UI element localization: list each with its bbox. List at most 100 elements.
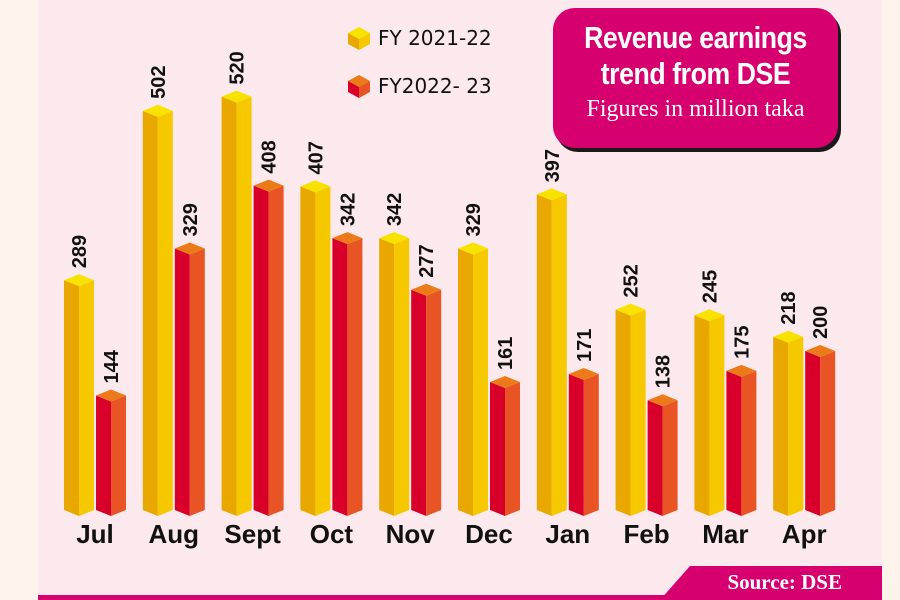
x-tick-label: Aug <box>149 519 200 549</box>
legend-item-fy2021-22: FY 2021-22 <box>346 14 492 62</box>
bar-1-aug-right-face <box>189 248 205 516</box>
bar-1-oct-right-face <box>347 238 363 517</box>
data-label: 407 <box>305 141 327 174</box>
bar-1-apr-left-face <box>805 351 821 516</box>
bar-0-sept-top-face <box>221 90 252 103</box>
data-label: 397 <box>542 149 564 182</box>
source-tab: Source: DSE <box>660 566 882 600</box>
bar-1-oct-top-face <box>332 232 363 245</box>
data-label: 252 <box>621 264 643 297</box>
bar-0-aug-right-face <box>157 110 173 516</box>
bar-0-apr-left-face <box>773 336 789 516</box>
x-tick-label: Feb <box>623 519 669 549</box>
bar-1-jul-left-face <box>96 395 111 516</box>
data-label: 329 <box>463 203 485 236</box>
bar-1-nov-top-face <box>411 283 442 296</box>
data-label: 175 <box>731 326 753 359</box>
bar-1-dec-left-face <box>490 382 505 516</box>
bar-1-apr-right-face <box>820 351 836 516</box>
footer-band <box>38 595 882 600</box>
x-tick-label: Jan <box>545 519 590 549</box>
bar-0-aug-left-face <box>142 110 158 516</box>
bar-0-sept-left-face <box>221 96 237 516</box>
bar-1-feb-right-face <box>662 400 678 516</box>
bar-1-apr-top-face <box>805 345 836 357</box>
bar-0-oct-top-face <box>300 180 331 193</box>
bar-0-oct-right-face <box>315 186 331 516</box>
bar-0-nov-top-face <box>379 232 410 245</box>
data-label: 408 <box>259 140 281 173</box>
bar-1-aug-top-face <box>174 242 205 255</box>
x-tick-label: Oct <box>310 519 354 549</box>
bar-0-feb-right-face <box>630 309 646 516</box>
bar-1-dec-top-face <box>490 376 520 389</box>
bar-1-jan-top-face <box>568 368 599 381</box>
bar-0-jul-left-face <box>64 280 79 516</box>
bar-0-feb-top-face <box>615 303 646 316</box>
bar-1-sept-right-face <box>268 185 284 516</box>
legend-label: FY2022- 23 <box>378 74 492 98</box>
data-label: 520 <box>227 51 249 84</box>
data-label: 161 <box>495 337 517 370</box>
x-tick-label: Mar <box>702 519 748 549</box>
bar-1-jan-left-face <box>568 374 584 516</box>
bar-1-aug-left-face <box>174 248 190 516</box>
data-label: 277 <box>416 244 438 277</box>
bar-1-mar-top-face <box>726 364 757 377</box>
bar-1-feb-top-face <box>647 394 678 407</box>
legend-cube-icon-yellow <box>348 27 370 50</box>
data-label: 342 <box>337 193 359 226</box>
bar-1-sept-left-face <box>253 185 269 516</box>
bar-1-nov-left-face <box>411 289 427 516</box>
bar-0-mar-right-face <box>709 315 725 516</box>
legend-label: FY 2021-22 <box>378 26 492 50</box>
bar-1-feb-left-face <box>647 400 663 516</box>
bar-1-jul-right-face <box>111 395 126 516</box>
bar-0-nov-left-face <box>379 238 395 517</box>
data-label: 289 <box>69 235 91 268</box>
data-label: 144 <box>101 349 123 383</box>
x-tick-label: Jul <box>76 519 114 549</box>
bar-0-jan-top-face <box>536 188 567 201</box>
bar-1-sept-top-face <box>253 179 284 192</box>
bar-0-apr-right-face <box>788 336 804 516</box>
data-label: 329 <box>180 203 202 236</box>
data-label: 138 <box>653 355 675 388</box>
legend: FY 2021-22 FY2022- 23 <box>346 14 492 110</box>
bar-1-dec-right-face <box>505 382 520 516</box>
bar-0-mar-top-face <box>694 309 725 322</box>
bar-0-sept-right-face <box>236 96 252 516</box>
legend-cube-icon-red <box>348 75 370 98</box>
bar-1-mar-left-face <box>726 370 742 516</box>
bar-0-dec-right-face <box>473 248 488 516</box>
bar-1-jan-right-face <box>583 374 599 516</box>
bar-0-jul-top-face <box>64 274 94 287</box>
data-label: 502 <box>148 66 170 99</box>
data-label: 171 <box>574 329 596 362</box>
bar-0-apr-top-face <box>773 330 804 343</box>
data-label: 342 <box>384 193 406 226</box>
x-tick-label: Dec <box>465 519 513 549</box>
chart-subtitle: Figures in million taka <box>586 96 805 122</box>
x-tick-label: Nov <box>386 519 436 549</box>
data-label: 218 <box>778 291 800 324</box>
x-tick-label: Apr <box>782 519 827 549</box>
bar-0-jul-right-face <box>79 280 94 516</box>
legend-item-fy2022-23: FY2022- 23 <box>346 62 492 110</box>
bar-0-jan-left-face <box>536 194 552 516</box>
bar-0-dec-top-face <box>458 242 488 255</box>
bar-0-aug-top-face <box>142 104 173 117</box>
bar-0-dec-left-face <box>458 248 473 516</box>
bar-1-nov-right-face <box>426 289 442 516</box>
bar-1-mar-right-face <box>741 370 757 516</box>
data-label: 200 <box>810 306 832 339</box>
chart-title: Revenue earnings trend from DSE <box>584 20 807 91</box>
bar-0-mar-left-face <box>694 315 710 516</box>
bar-0-oct-left-face <box>300 186 316 516</box>
bar-1-oct-left-face <box>332 238 348 517</box>
data-label: 245 <box>699 270 721 303</box>
bar-1-jul-top-face <box>96 389 126 402</box>
bar-0-feb-left-face <box>615 309 631 516</box>
bar-0-nov-right-face <box>394 238 410 517</box>
